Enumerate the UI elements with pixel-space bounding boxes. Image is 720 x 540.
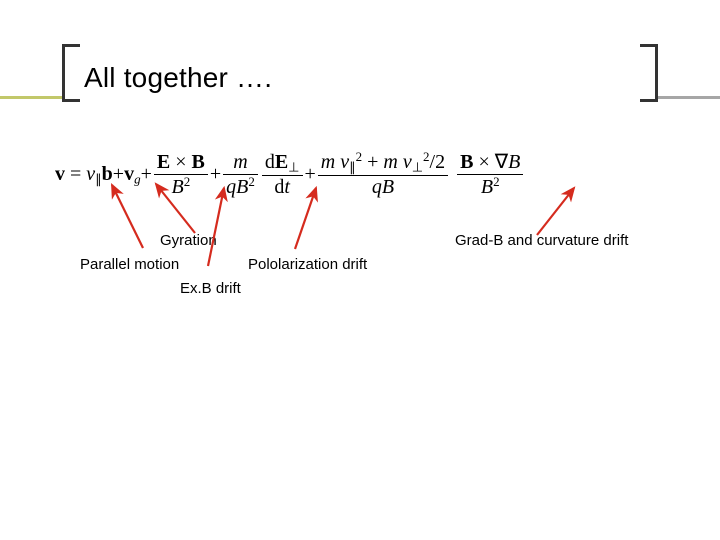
right-bracket bbox=[640, 44, 658, 102]
page-title: All together …. bbox=[84, 62, 272, 93]
label-polarization: Pololarization drift bbox=[248, 256, 367, 273]
accent-line-right bbox=[658, 96, 720, 99]
accent-line-left bbox=[0, 96, 62, 99]
title-wrap: All together …. bbox=[84, 62, 272, 94]
label-gyration: Gyration bbox=[160, 232, 217, 249]
label-parallel: Parallel motion bbox=[80, 256, 179, 273]
slide: All together …. v = v∥ b + vg + E × B B2… bbox=[0, 0, 720, 540]
left-bracket bbox=[62, 44, 80, 102]
label-gradb: Grad-B and curvature drift bbox=[455, 232, 628, 249]
label-exb: Ex.B drift bbox=[180, 280, 241, 297]
drift-formula: v = v∥ b + vg + E × B B2 + m qB2 dE⊥ dt bbox=[55, 150, 665, 199]
